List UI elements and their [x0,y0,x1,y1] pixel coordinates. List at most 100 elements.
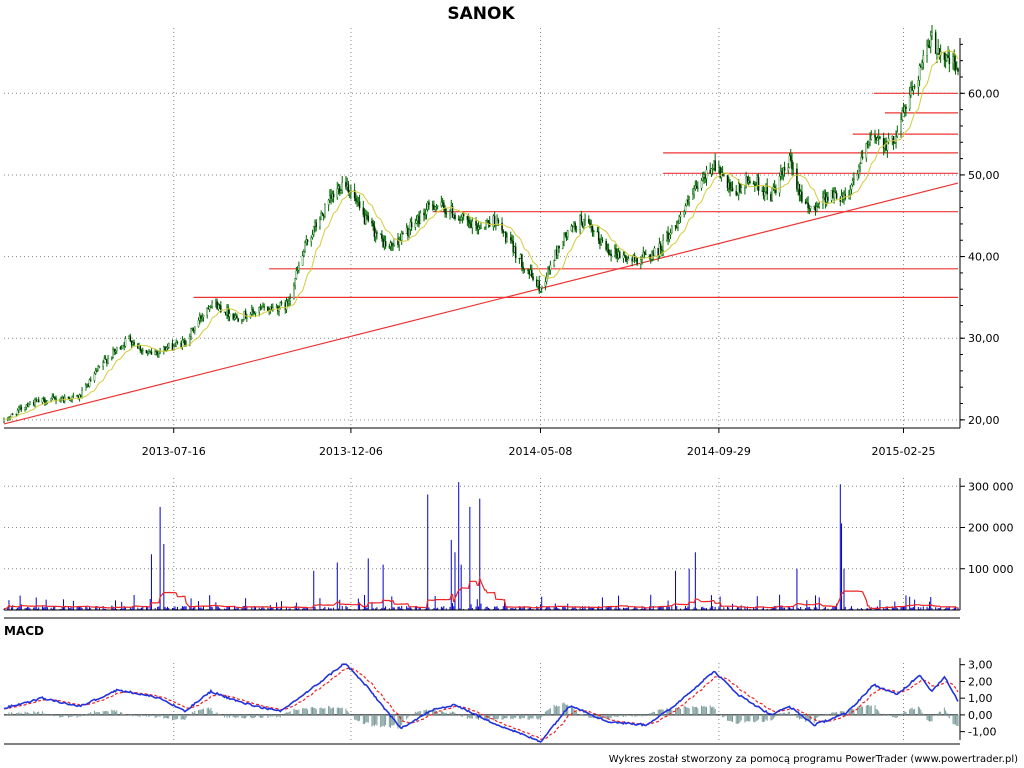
candle-body [443,202,445,209]
candle-body [279,302,282,309]
candle-body [149,351,151,353]
candle-body [548,267,550,271]
candle-body [731,187,734,192]
candle-body [29,402,31,405]
candle-body [771,188,773,201]
candle-body [220,305,222,313]
candle-body [189,336,191,345]
candle-body [503,231,506,233]
candle-body [879,136,881,139]
candle-body [549,264,552,271]
candle-body [761,190,764,192]
candle-body [338,186,341,194]
candle-body [487,220,490,223]
candle-body [583,219,585,227]
candle-body [920,65,922,68]
candle-body [486,220,488,222]
candle-body [236,315,238,319]
candle-body [366,214,368,217]
candle-body [237,318,239,322]
candle-body [867,142,870,145]
candle-body [653,247,656,256]
candle-body [685,199,688,206]
volume-y-tick-label-1: 200 000 [968,522,1014,535]
candle-body [651,252,653,260]
candle-body [928,46,931,48]
candle-body [570,225,573,232]
candle-body [666,232,668,241]
candle-body [870,134,873,140]
candle-body [408,229,410,236]
candle-body [87,384,90,387]
candle-body [301,255,304,266]
candle-body [246,317,248,319]
candle-body [241,320,243,322]
x-tick-label-0: 2013-07-16 [142,445,206,458]
candle-body [849,189,852,196]
candle-body [818,203,821,208]
candle-body [356,200,358,203]
candle-body [808,207,811,210]
candle-body [713,160,715,169]
x-tick-label-2: 2014-05-08 [509,445,573,458]
candle-body [858,166,860,175]
candle-body [150,351,153,355]
candle-body [330,195,332,199]
candle-body [129,336,132,342]
candle-body [148,351,150,354]
candle-body [530,269,533,277]
macd-y-tick-label-3: 2,00 [968,675,993,688]
candle-body [644,253,647,255]
candle-body [97,366,99,372]
candle-body [700,180,703,189]
candle-body [399,239,402,241]
candle-body [905,106,907,110]
candle-body [946,55,948,61]
candle-body [156,351,159,355]
candle-body [72,395,75,397]
candle-body [528,270,531,275]
candle-body [497,219,500,224]
candle-body [50,398,52,401]
candle-body [625,255,627,262]
candle-body [76,395,78,397]
candle-body [798,183,801,196]
candle-body [461,213,464,218]
candle-body [329,195,331,201]
candle-body [477,226,480,230]
candle-body [692,193,694,200]
candle-body [614,248,616,257]
candle-body [921,62,923,68]
candle-body [927,45,930,47]
candle-body [703,174,705,178]
candle-body [10,413,13,418]
candle-body [324,204,326,217]
candle-body [346,184,348,188]
candle-body [94,370,97,374]
candle-body [32,402,35,406]
candle-body [469,221,471,224]
trendline [3,182,959,425]
candle-body [388,246,391,248]
candle-body [449,211,451,214]
candle-body [521,254,523,268]
candle-body [96,370,98,372]
candle-body [181,340,184,347]
candle-body [657,247,659,257]
price-y-tick-label-0: 20,00 [968,414,1000,427]
candle-body [780,171,782,177]
candle-body [418,215,420,225]
candle-body [25,404,28,408]
candle-body [389,242,392,247]
candle-body [711,168,714,170]
candle-body [695,185,698,189]
candle-body [649,254,652,260]
candle-body [37,399,40,403]
candle-body [697,187,699,190]
candle-body [41,398,44,403]
candle-body [688,199,690,203]
candle-body [522,266,524,270]
candle-body [622,254,625,259]
candle-body [931,32,933,36]
candle-body [332,193,335,198]
